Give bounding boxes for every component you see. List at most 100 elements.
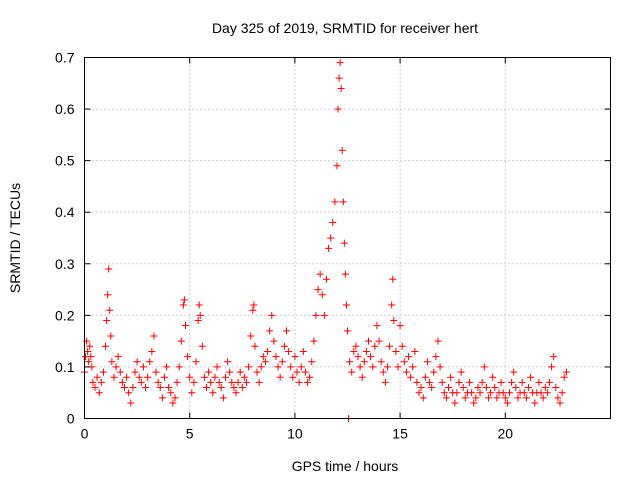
- data-point: [340, 239, 348, 247]
- data-point: [180, 296, 188, 304]
- y-tick-labels: 0 0.1 0.2 0.3 0.4 0.5 0.6 0.7: [55, 50, 75, 427]
- data-point: [165, 384, 173, 392]
- data-point: [167, 389, 175, 397]
- data-point: [154, 378, 162, 386]
- data-point: [541, 384, 549, 392]
- data-point: [255, 378, 263, 386]
- data-point: [276, 373, 284, 381]
- data-point: [116, 368, 124, 376]
- data-point: [367, 353, 375, 361]
- data-point: [432, 353, 440, 361]
- data-point: [318, 291, 326, 299]
- data-point: [402, 368, 410, 376]
- data-point: [358, 373, 366, 381]
- data-point: [261, 358, 269, 366]
- data-point: [453, 389, 461, 397]
- data-point: [501, 394, 509, 402]
- data-point: [234, 378, 242, 386]
- y-tick-label: 0.7: [55, 50, 75, 66]
- data-point: [295, 378, 303, 386]
- data-point: [93, 373, 101, 381]
- data-point: [310, 337, 318, 345]
- data-point: [219, 394, 227, 402]
- data-point: [282, 327, 290, 335]
- data-point: [499, 389, 507, 397]
- data-point: [259, 353, 267, 361]
- data-point: [105, 265, 113, 273]
- data-point: [171, 394, 179, 402]
- y-tick-label: 0.5: [55, 153, 75, 169]
- data-point: [337, 84, 345, 92]
- data-point: [278, 358, 286, 366]
- data-point: [293, 368, 301, 376]
- data-point: [123, 373, 131, 381]
- data-point: [455, 378, 463, 386]
- data-point: [299, 347, 307, 355]
- data-point: [184, 353, 192, 361]
- data-point: [112, 363, 120, 371]
- data-point: [230, 384, 238, 392]
- data-point: [146, 358, 154, 366]
- y-axis-label: SRMTID / TECUs: [7, 183, 23, 293]
- data-point: [287, 363, 295, 371]
- data-points: [81, 59, 570, 422]
- data-point: [173, 378, 181, 386]
- data-point: [421, 373, 429, 381]
- data-point: [560, 373, 568, 381]
- data-point: [512, 384, 520, 392]
- data-point: [272, 353, 280, 361]
- data-point: [419, 394, 427, 402]
- data-point: [163, 363, 171, 371]
- data-point: [491, 384, 499, 392]
- data-point: [396, 322, 404, 330]
- data-point: [535, 378, 543, 386]
- data-point: [114, 353, 122, 361]
- data-point: [407, 373, 415, 381]
- data-point: [360, 358, 368, 366]
- data-point: [86, 342, 94, 350]
- data-point: [436, 363, 444, 371]
- y-tick-label: 0: [67, 411, 75, 427]
- data-point: [181, 322, 189, 330]
- data-point: [291, 353, 299, 361]
- data-point: [348, 368, 356, 376]
- data-point: [522, 394, 530, 402]
- data-point: [221, 373, 229, 381]
- data-point: [352, 342, 360, 350]
- data-point: [508, 378, 516, 386]
- x-tick-label: 5: [186, 426, 194, 442]
- data-point: [306, 373, 314, 381]
- data-point: [280, 342, 288, 350]
- data-point: [203, 384, 211, 392]
- data-point: [474, 384, 482, 392]
- data-point: [371, 342, 379, 350]
- data-point: [373, 322, 381, 330]
- data-point: [142, 384, 150, 392]
- data-point: [297, 363, 305, 371]
- axis-ticks: [84, 57, 611, 419]
- data-point: [169, 399, 177, 407]
- data-point: [524, 384, 532, 392]
- data-point: [487, 389, 495, 397]
- data-point: [478, 378, 486, 386]
- data-point: [411, 347, 419, 355]
- data-point: [131, 368, 139, 376]
- data-point: [250, 301, 258, 309]
- data-point: [338, 146, 346, 154]
- data-point: [531, 399, 539, 407]
- data-point: [175, 363, 183, 371]
- data-point: [514, 394, 522, 402]
- data-point: [476, 389, 484, 397]
- data-point: [192, 358, 200, 366]
- data-point: [125, 389, 133, 397]
- data-point: [129, 384, 137, 392]
- data-point: [484, 394, 492, 402]
- data-point: [228, 378, 236, 386]
- data-point: [316, 270, 324, 278]
- data-point: [89, 378, 97, 386]
- data-point: [156, 384, 164, 392]
- data-point: [322, 275, 330, 283]
- data-point: [329, 219, 337, 227]
- data-point: [339, 198, 347, 206]
